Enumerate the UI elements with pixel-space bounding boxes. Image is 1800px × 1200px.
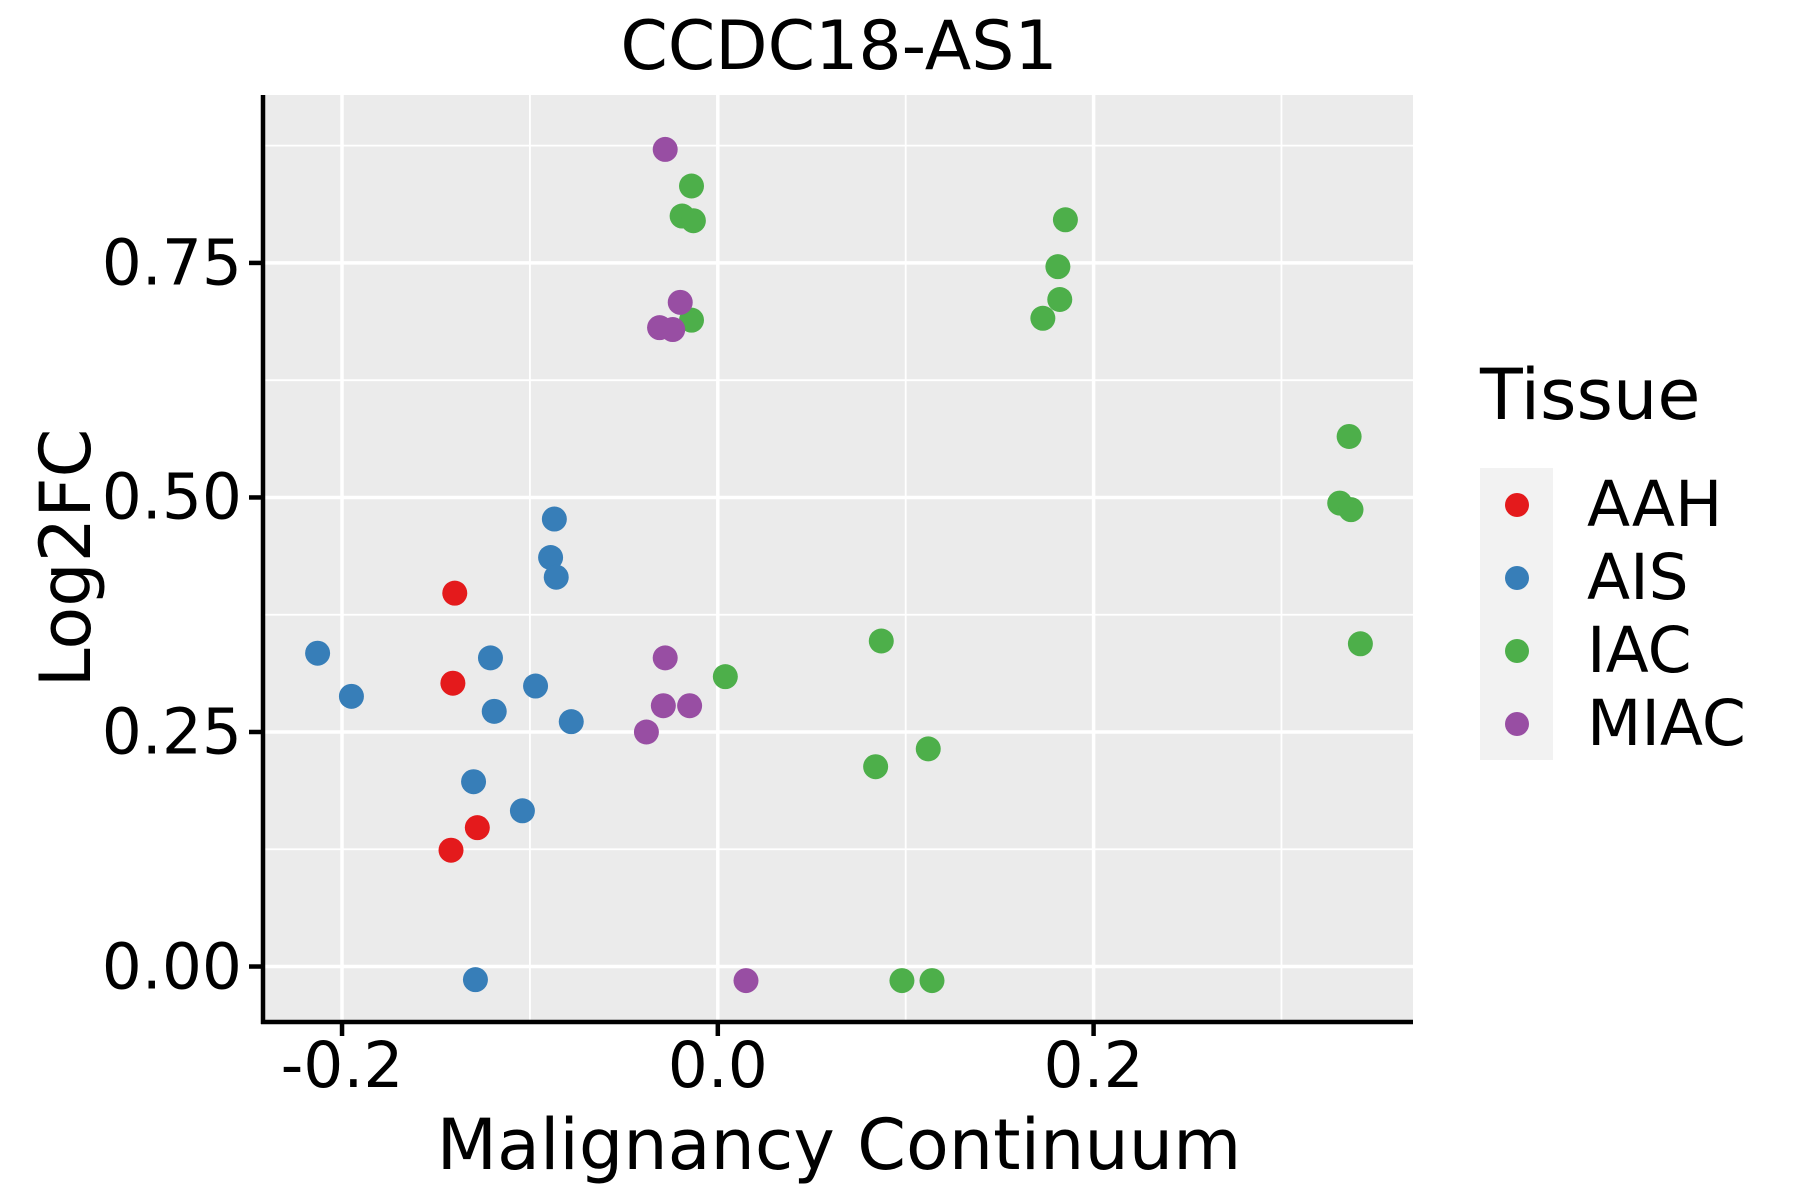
y-tick-label: 0.75 <box>101 226 242 300</box>
legend-key <box>1480 614 1553 687</box>
x-tick-label: -0.2 <box>280 1029 404 1102</box>
data-point-aah <box>440 670 466 696</box>
legend-dot-ais <box>1504 565 1529 590</box>
legend-item-miac: MIAC <box>1480 687 1800 760</box>
legend-item-aah: AAH <box>1480 468 1800 541</box>
data-point-iac <box>1047 287 1073 313</box>
data-point-miac <box>733 968 759 994</box>
legend-key <box>1480 687 1553 760</box>
data-point-iac <box>915 736 941 762</box>
data-point-iac <box>1052 207 1078 233</box>
data-point-ais <box>558 709 584 735</box>
data-point-miac <box>652 645 678 671</box>
x-tick-label: 0.0 <box>667 1029 768 1102</box>
data-point-iac <box>1030 305 1056 331</box>
data-point-iac <box>679 307 705 333</box>
legend-label: AAH <box>1587 468 1723 541</box>
data-point-ais <box>523 673 549 699</box>
data-point-aah <box>442 580 468 606</box>
data-point-ais <box>461 769 487 795</box>
y-tick-label: 0.25 <box>101 695 242 769</box>
legend-label: IAC <box>1587 614 1692 687</box>
data-point-iac <box>868 628 894 654</box>
legend-dot-aah <box>1504 492 1529 517</box>
data-point-iac <box>1347 631 1373 657</box>
legend-dot-miac <box>1504 711 1529 736</box>
data-point-miac <box>633 719 659 745</box>
y-tick-label: 0.50 <box>101 460 242 534</box>
y-tick-label: 0.00 <box>101 930 242 1004</box>
data-point-aah <box>438 837 464 863</box>
panel-background <box>265 95 1413 1020</box>
legend-label: AIS <box>1587 541 1689 614</box>
legend-key <box>1480 468 1553 541</box>
data-point-ais <box>538 545 564 570</box>
data-point-miac <box>660 317 686 343</box>
data-point-ais <box>462 967 488 993</box>
plot-panel <box>249 95 1413 1036</box>
data-point-miac <box>677 693 703 719</box>
data-point-miac <box>650 693 676 719</box>
data-point-iac <box>1336 423 1362 449</box>
data-point-iac <box>679 173 705 199</box>
data-point-ais <box>477 645 503 671</box>
data-point-ais <box>541 506 567 532</box>
data-point-ais <box>543 564 569 590</box>
data-point-iac <box>1338 497 1364 523</box>
data-point-aah <box>464 815 490 841</box>
legend-items: AAH AIS IAC MIAC <box>1480 468 1800 760</box>
figure-title: CCDC18-AS1 <box>620 7 1058 86</box>
data-point-ais <box>305 640 331 666</box>
legend-key <box>1480 541 1553 614</box>
data-point-iac <box>863 754 889 780</box>
data-point-iac <box>712 664 738 690</box>
legend-item-iac: IAC <box>1480 614 1800 687</box>
x-axis-title: Malignancy Continuum <box>436 1104 1242 1186</box>
legend-title: Tissue <box>1480 354 1701 436</box>
data-point-miac <box>667 289 693 315</box>
x-tick-label: 0.2 <box>1043 1029 1144 1102</box>
data-point-iac <box>919 968 945 994</box>
y-axis-title: Log2FC <box>24 428 107 687</box>
y-axis-title-box: Log2FC <box>18 95 113 1020</box>
data-point-ais <box>481 698 507 724</box>
data-point-miac <box>652 136 678 162</box>
legend: Tissue AAH AIS IAC MIAC <box>1480 360 1800 760</box>
data-point-ais <box>509 798 535 824</box>
legend-item-ais: AIS <box>1480 541 1800 614</box>
legend-label: MIAC <box>1587 687 1746 760</box>
data-point-iac <box>680 208 706 234</box>
data-point-ais <box>338 683 364 709</box>
data-point-iac <box>889 968 915 994</box>
legend-dot-iac <box>1504 638 1529 663</box>
data-point-iac <box>1045 254 1071 280</box>
